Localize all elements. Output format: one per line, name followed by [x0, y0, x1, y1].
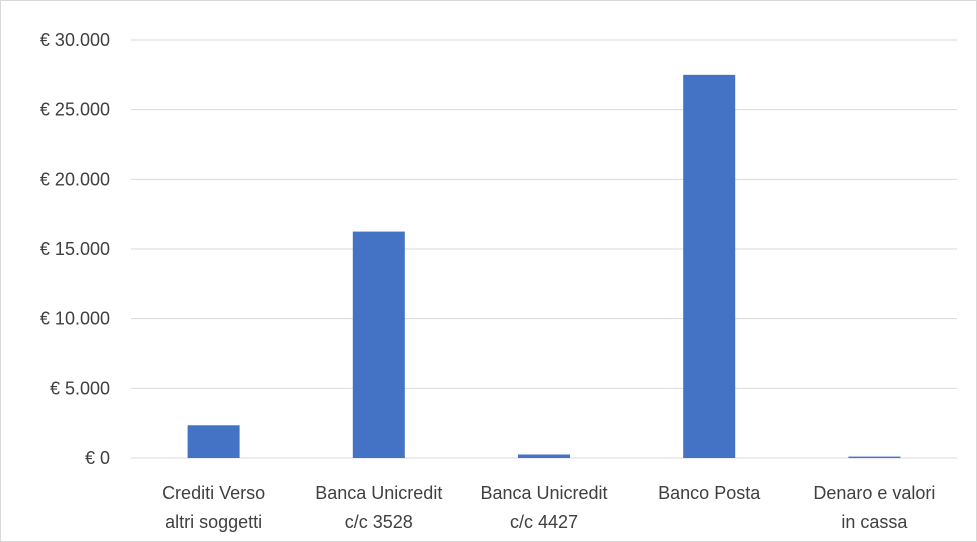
bar: [187, 425, 240, 458]
bar: [518, 454, 570, 458]
x-category-label: c/c 4427: [510, 512, 578, 532]
x-category-label: Banco Posta: [658, 483, 761, 503]
y-tick-label: € 30.000: [40, 30, 110, 50]
bar: [352, 231, 405, 458]
y-axis-tick-labels: € 0 € 5.000 € 10.000 € 15.000 € 20.000 € 25.0…: [40, 30, 110, 468]
y-tick-label: € 20.000: [40, 169, 110, 189]
gridlines: [131, 39, 957, 459]
x-category-label: c/c 3528: [345, 512, 413, 532]
y-tick-label: € 10.000: [40, 309, 110, 329]
x-category-label: Crediti Verso: [162, 483, 265, 503]
y-tick-label: € 15.000: [40, 239, 110, 259]
y-tick-label: € 0: [85, 448, 110, 468]
x-category-label: in cassa: [841, 512, 908, 532]
bar: [848, 456, 901, 458]
bar: [683, 74, 736, 458]
x-category-label: Banca Unicredit: [480, 483, 607, 503]
bars: [187, 74, 901, 458]
y-tick-label: € 25.000: [40, 100, 110, 120]
x-category-label: Denaro e valori: [813, 483, 935, 503]
y-tick-label: € 5.000: [50, 378, 110, 398]
x-category-label: Banca Unicredit: [315, 483, 442, 503]
x-axis-category-labels: Crediti Verso altri soggetti Banca Unicred…: [162, 483, 935, 532]
x-category-label: altri soggetti: [165, 512, 262, 532]
